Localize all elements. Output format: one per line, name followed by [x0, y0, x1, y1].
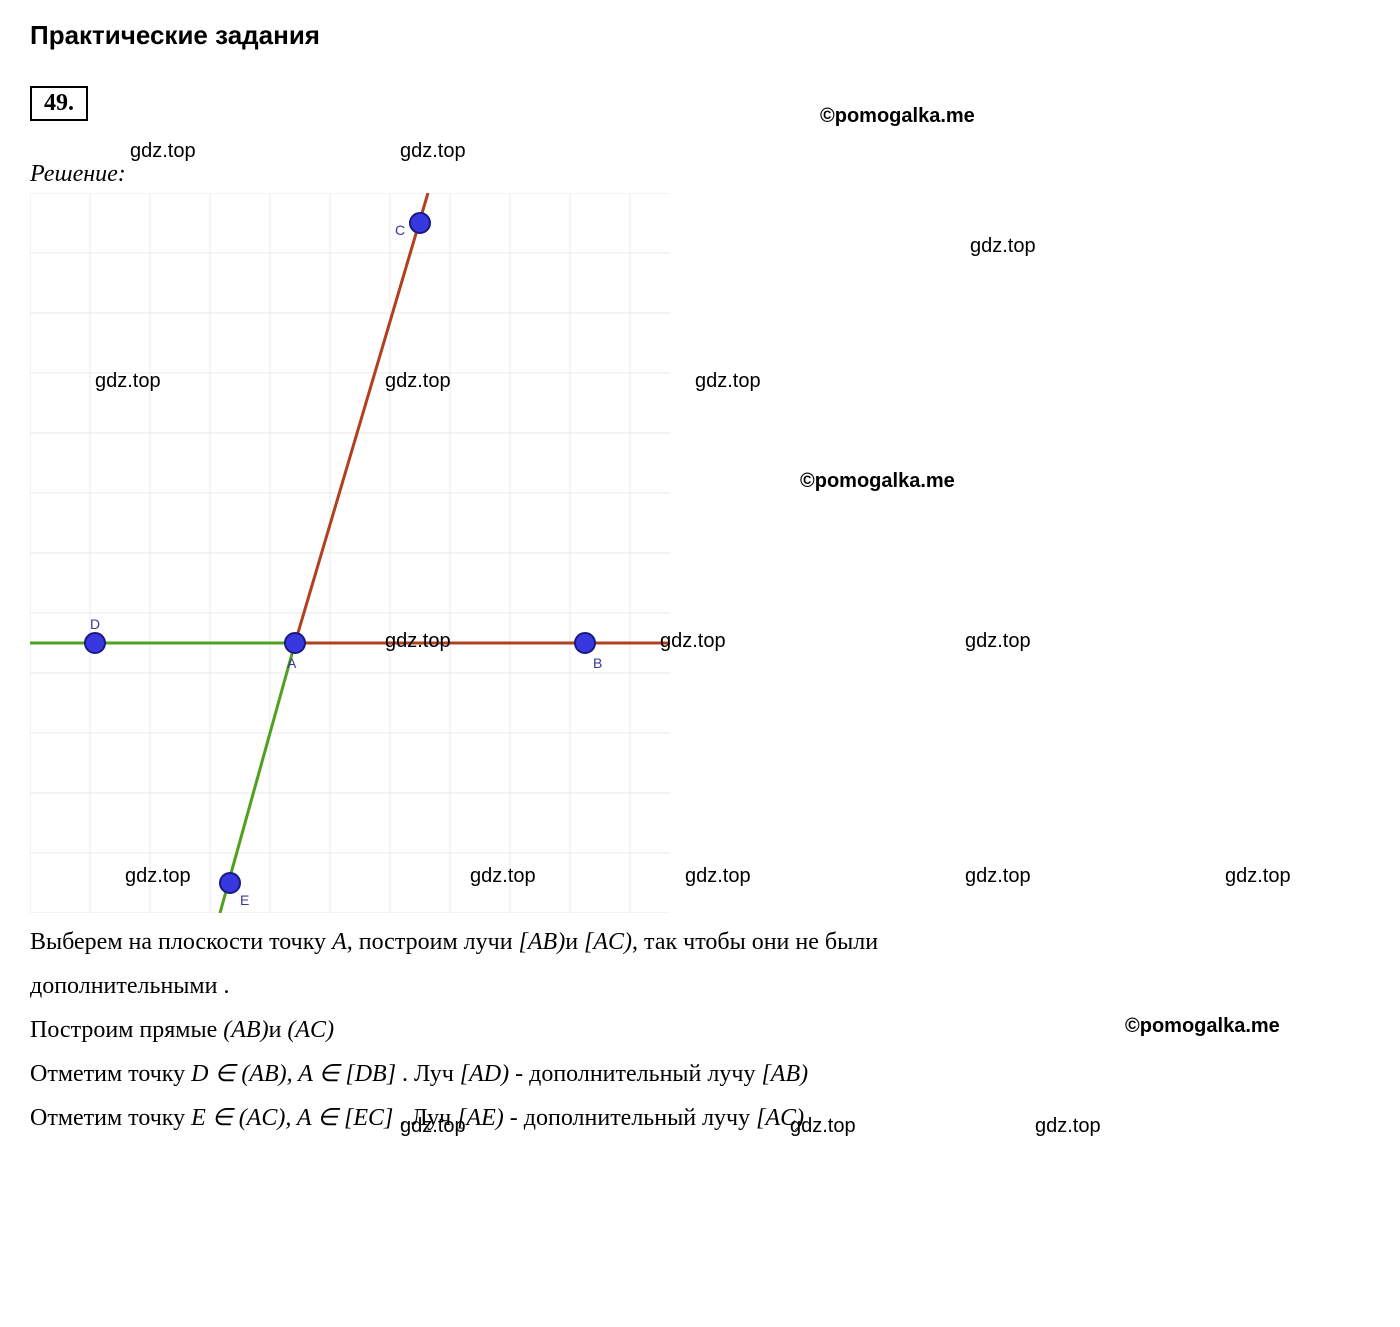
solution-line: Отметим точку D ∈ (AB), A ∈ [DB] . Луч [… — [30, 1053, 1370, 1095]
watermark-gdz: gdz.top — [970, 235, 1036, 258]
geometry-diagram: A B C D E — [30, 193, 670, 913]
watermark-gdz: gdz.top — [965, 630, 1031, 653]
diagram-svg: A B C D E — [30, 193, 670, 913]
watermark-pomogalka: ©pomogalka.me — [800, 470, 955, 493]
solution-line: Построим прямые (AB)и (AC) — [30, 1009, 1370, 1051]
svg-text:E: E — [240, 892, 249, 908]
svg-text:A: A — [287, 655, 297, 671]
exercise-number-box: 49. — [30, 86, 88, 121]
svg-text:D: D — [90, 616, 100, 632]
watermark-gdz: gdz.top — [400, 140, 466, 163]
watermark-gdz: gdz.top — [130, 140, 196, 163]
watermark-gdz: gdz.top — [1225, 865, 1291, 888]
watermark-gdz: gdz.top — [965, 865, 1031, 888]
page-title: Практические задания — [30, 20, 1370, 51]
solution-text: Выберем на плоскости точку A, построим л… — [30, 921, 1370, 1139]
solution-line: Выберем на плоскости точку A, построим л… — [30, 921, 1370, 963]
exercise-row: 49. — [30, 86, 1370, 121]
solution-line: Отметим точку E ∈ (AC), A ∈ [EC] . Луч [… — [30, 1097, 1370, 1139]
watermark-gdz: gdz.top — [695, 370, 761, 393]
svg-text:C: C — [395, 222, 405, 238]
solution-label: Решение: — [30, 161, 1370, 188]
solution-line: дополнительными . — [30, 965, 1370, 1007]
svg-text:B: B — [593, 655, 602, 671]
watermark-gdz: gdz.top — [685, 865, 751, 888]
